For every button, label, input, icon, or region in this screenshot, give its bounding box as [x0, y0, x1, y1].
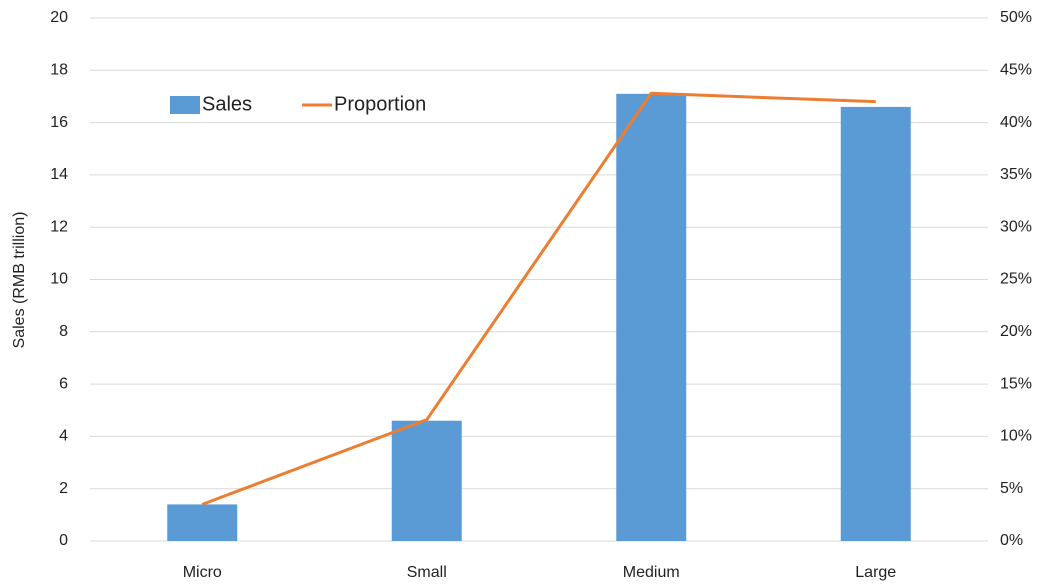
y-tick-label: 16	[50, 114, 68, 131]
y2-tick-label: 35%	[1000, 166, 1032, 183]
bar	[616, 93, 687, 542]
x-tick-label: Medium	[623, 564, 680, 581]
y-tick-label: 10	[50, 271, 68, 288]
y2-tick-label: 20%	[1000, 323, 1032, 340]
bar	[391, 420, 462, 541]
legend: Sales Proportion	[170, 93, 426, 115]
legend-swatch	[170, 96, 200, 114]
y-tick-label: 0	[59, 532, 68, 549]
y2-tick-label: 25%	[1000, 271, 1032, 288]
y2-tick-label: 0%	[1000, 532, 1023, 549]
legend-label: Sales	[202, 93, 252, 115]
y2-tick-label: 40%	[1000, 114, 1032, 131]
y2-tick-label: 15%	[1000, 375, 1032, 392]
y-tick-label: 2	[59, 480, 68, 497]
bar	[840, 106, 911, 541]
x-tick-label: Micro	[183, 564, 222, 581]
y2-tick-label: 10%	[1000, 428, 1032, 445]
legend-label: Proportion	[334, 93, 426, 115]
bar	[167, 504, 238, 541]
y-tick-label: 6	[59, 375, 68, 392]
line	[201, 91, 876, 506]
y2-tick-label: 30%	[1000, 218, 1032, 235]
y2-tick-label: 50%	[1000, 9, 1032, 26]
y2-tick-label: 45%	[1000, 62, 1032, 79]
y-tick-label: 14	[50, 166, 68, 183]
x-tick-label: Small	[407, 564, 447, 581]
y-axis-label: Sales (RMB trillion)	[11, 212, 28, 349]
y-tick-label: 20	[50, 9, 68, 26]
y-tick-label: 8	[59, 323, 68, 340]
x-tick-label: Large	[855, 564, 896, 581]
y-tick-label: 18	[50, 62, 68, 79]
y-tick-label: 4	[59, 428, 68, 445]
y-tick-label: 12	[50, 218, 68, 235]
y2-tick-label: 5%	[1000, 480, 1023, 497]
